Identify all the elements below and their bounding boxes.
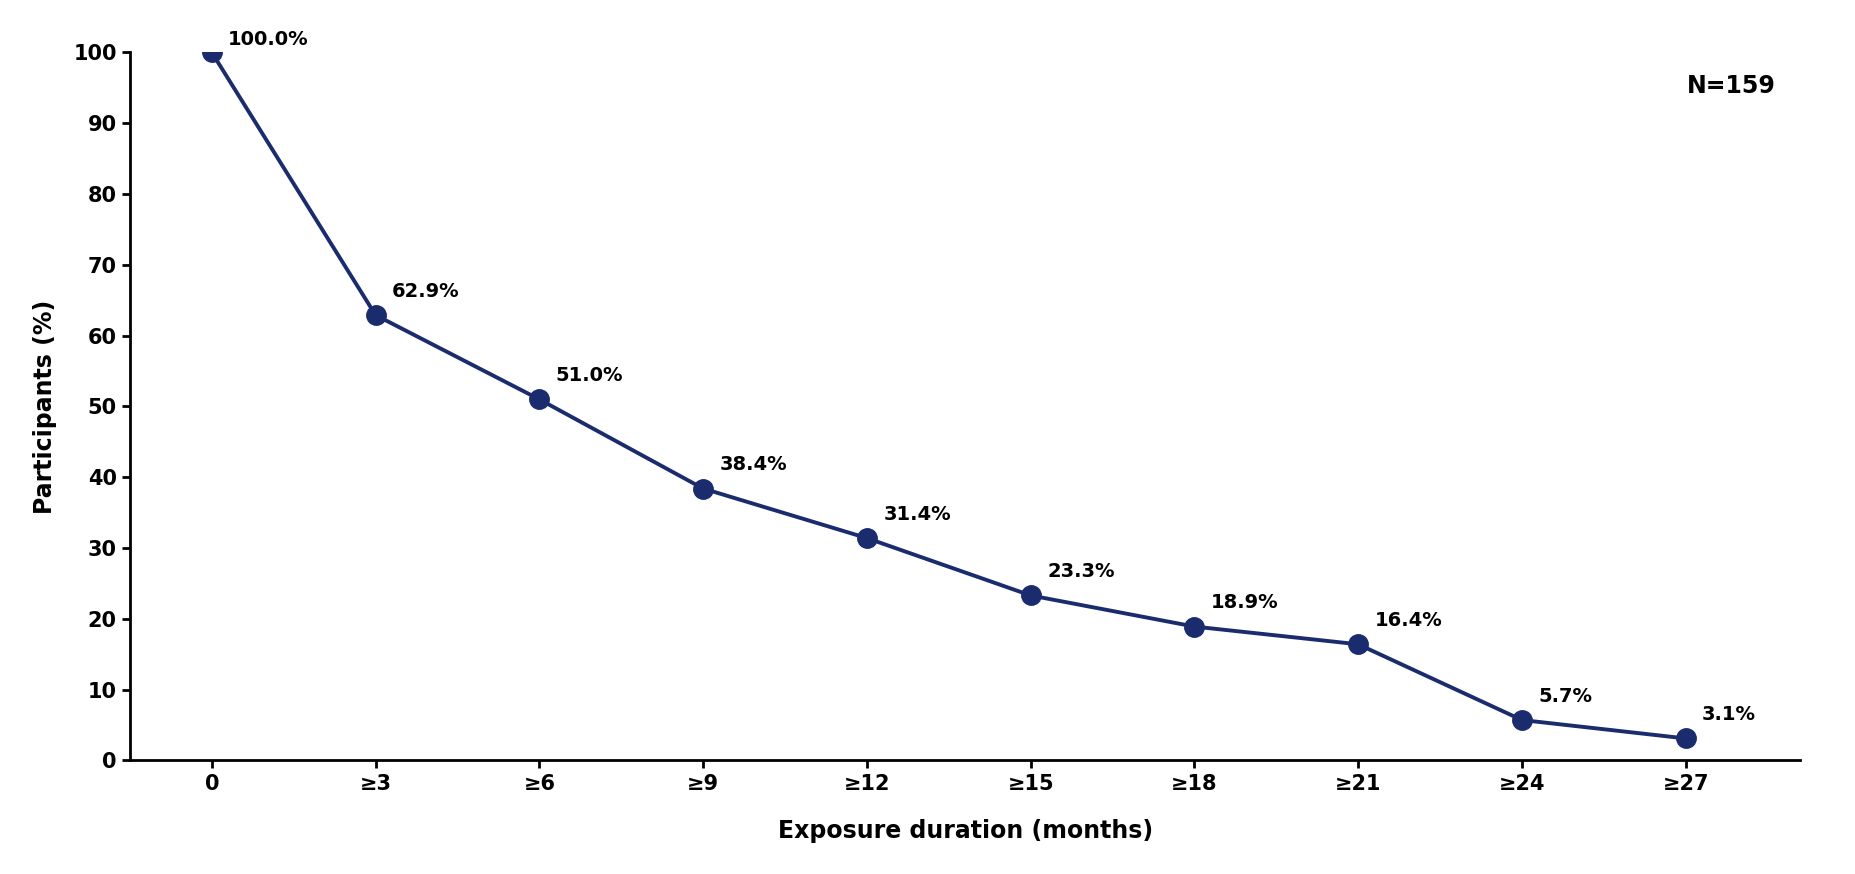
Text: 38.4%: 38.4%: [720, 455, 787, 475]
Text: 100.0%: 100.0%: [228, 30, 308, 49]
Text: N=159: N=159: [1686, 73, 1773, 98]
Text: 16.4%: 16.4%: [1375, 611, 1441, 630]
Text: 62.9%: 62.9%: [391, 282, 460, 301]
Text: 51.0%: 51.0%: [555, 366, 623, 385]
Y-axis label: Participants (%): Participants (%): [33, 299, 56, 514]
Text: 23.3%: 23.3%: [1046, 562, 1113, 581]
Text: 18.9%: 18.9%: [1209, 593, 1278, 613]
Text: 5.7%: 5.7%: [1538, 687, 1592, 706]
X-axis label: Exposure duration (months): Exposure duration (months): [777, 819, 1152, 843]
Text: 3.1%: 3.1%: [1701, 705, 1755, 725]
Text: 31.4%: 31.4%: [883, 505, 950, 524]
